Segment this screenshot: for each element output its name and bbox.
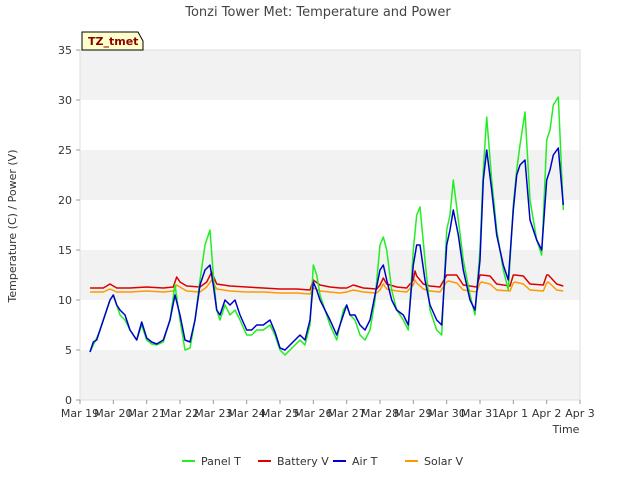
- x-tick-label: Mar 29: [394, 407, 432, 420]
- y-tick-label: 0: [65, 394, 72, 407]
- x-tick-label: Apr 2: [532, 407, 562, 420]
- y-tick-label: 10: [58, 294, 72, 307]
- plot-frame: [79, 49, 581, 401]
- y-tick-label: 35: [58, 44, 72, 57]
- x-tick-label: Mar 28: [361, 407, 399, 420]
- legend-label: Air T: [352, 455, 378, 468]
- x-tick-label: Apr 1: [499, 407, 529, 420]
- x-tick-label: Mar 20: [94, 407, 132, 420]
- grid-band: [80, 100, 580, 150]
- y-tick-label: 25: [58, 144, 72, 157]
- x-tick-label: Mar 30: [428, 407, 466, 420]
- x-tick-label: Mar 27: [328, 407, 366, 420]
- legend: Panel T Battery V Air T Solar V: [182, 455, 464, 468]
- x-tick-label: Mar 31: [461, 407, 499, 420]
- y-axis-label: Temperature (C) / Power (V): [6, 149, 19, 303]
- x-tick-label: Mar 26: [294, 407, 332, 420]
- x-tick-label: Mar 23: [194, 407, 232, 420]
- y-tick-label: 15: [58, 244, 72, 257]
- y-tick-label: 30: [58, 94, 72, 107]
- x-tick-label: Mar 19: [61, 407, 99, 420]
- x-tick-label: Mar 25: [261, 407, 299, 420]
- grid-band: [80, 50, 580, 100]
- grid-bands: [80, 50, 580, 400]
- y-axis: 0 5 10 15 20 25 30 35: [58, 44, 80, 407]
- x-axis-label: Time: [552, 423, 580, 436]
- x-tick-label: Apr 3: [565, 407, 595, 420]
- grid-band: [80, 350, 580, 400]
- legend-label: Battery V: [277, 455, 329, 468]
- series-line-solar-v: [90, 279, 564, 295]
- y-tick-label: 20: [58, 194, 72, 207]
- x-tick-label: Mar 21: [128, 407, 166, 420]
- chart-title: Tonzi Tower Met: Temperature and Power: [184, 5, 451, 20]
- x-tick-label: Mar 22: [161, 407, 199, 420]
- series-line-battery-v: [90, 270, 564, 291]
- grid-band: [80, 200, 580, 250]
- legend-label: Solar V: [424, 455, 464, 468]
- tag-box: TZ_tmet: [81, 31, 144, 51]
- series-lines: [89, 96, 565, 356]
- grid-band: [80, 150, 580, 200]
- legend-label: Panel T: [201, 455, 241, 468]
- x-tick-label: Mar 24: [228, 407, 266, 420]
- series-line-air-t: [89, 147, 565, 353]
- y-tick-label: 5: [65, 344, 72, 357]
- tag-label: TZ_tmet: [88, 35, 138, 48]
